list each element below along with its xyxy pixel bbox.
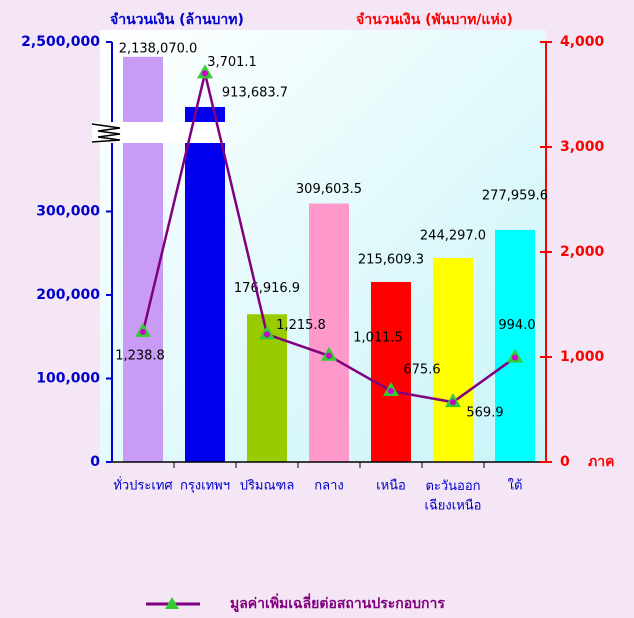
- line-value-label: 675.6: [403, 363, 440, 378]
- bar: [185, 106, 225, 462]
- bar-value-label: 309,603.5: [296, 182, 362, 197]
- line-marker-dot: [512, 354, 518, 361]
- line-marker-dot: [388, 388, 394, 395]
- break-zigzag: [91, 123, 121, 143]
- x-tick-label: ตะวันออกเฉียงเหนือ: [425, 479, 482, 514]
- y2-axis-title: จำนวนเงิน (พันบาท/แห่ง): [356, 12, 513, 28]
- x-tick-label: เหนือ: [376, 478, 406, 494]
- bar-value-label: 244,297.0: [420, 229, 486, 244]
- line-value-label: 569.9: [466, 406, 503, 421]
- x-tick-label: กรุงเทพฯ: [180, 479, 230, 494]
- x-axis-title: ภาค: [588, 454, 614, 470]
- line-marker-dot: [202, 70, 208, 77]
- line-value-label: 1,011.5: [353, 330, 403, 345]
- x-tick-label: ใต้: [508, 478, 523, 494]
- y-tick-label: 300,000: [36, 204, 100, 220]
- axis-break: [91, 122, 226, 143]
- bar-value-label: 913,683.7: [222, 85, 288, 100]
- x-tick-label: กลาง: [314, 479, 344, 494]
- bar: [495, 229, 535, 462]
- bar-value-label: 277,959.6: [482, 188, 548, 203]
- y2-tick-label: 4,000: [560, 34, 605, 50]
- legend: มูลค่าเพิ่มเฉลี่ยต่อสถานประกอบการ: [146, 593, 445, 612]
- y-tick-label: 2,500,000: [21, 34, 100, 50]
- line-marker-dot: [450, 399, 456, 406]
- bar-value-label: 2,138,070.0: [119, 41, 198, 56]
- y-axis-title: จำนวนเงิน (ล้านบาท): [110, 12, 244, 28]
- x-tick-label: ทั่วประเทศ: [113, 477, 173, 494]
- line-value-label: 1,215.8: [276, 318, 326, 333]
- legend-label: มูลค่าเพิ่มเฉลี่ยต่อสถานประกอบการ: [230, 593, 445, 612]
- bar: [433, 258, 473, 462]
- bar: [309, 203, 349, 462]
- bar: [123, 56, 163, 462]
- line-value-label: 994.0: [498, 318, 535, 333]
- y2-tick-label: 1,000: [560, 349, 605, 365]
- bar-value-label: 176,916.9: [234, 281, 300, 296]
- y2-tick-label: 2,000: [560, 244, 605, 260]
- legend-marker: [165, 597, 179, 609]
- x-tick-label: ปริมณฑล: [240, 479, 295, 494]
- line-marker-dot: [140, 328, 146, 335]
- y2-tick-label: 0: [560, 454, 570, 470]
- y2-tick-label: 3,000: [560, 139, 605, 155]
- bar: [371, 281, 411, 462]
- y-tick-label: 200,000: [36, 287, 100, 303]
- y-tick-label: 0: [90, 454, 100, 470]
- line-marker-dot: [264, 331, 270, 338]
- line-value-label: 1,238.8: [115, 348, 165, 363]
- y-tick-label: 100,000: [36, 371, 100, 387]
- bar-value-label: 215,609.3: [358, 252, 424, 267]
- line-value-label: 3,701.1: [207, 55, 257, 70]
- line-marker-dot: [326, 352, 332, 359]
